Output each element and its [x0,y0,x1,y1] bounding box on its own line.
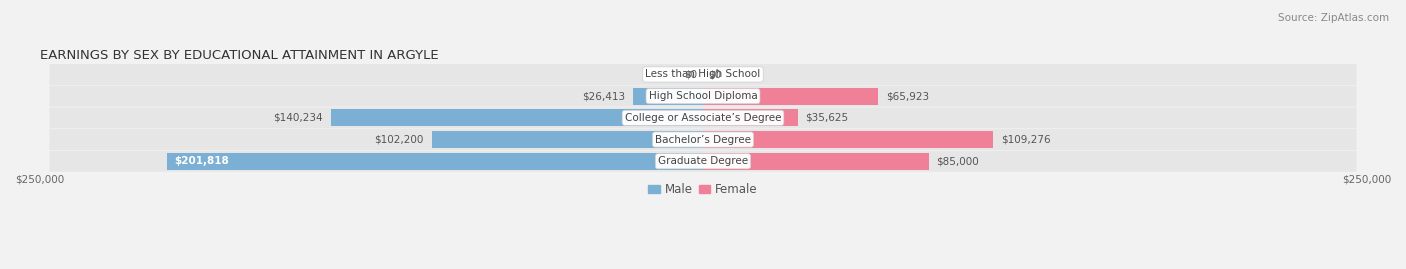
Text: $35,625: $35,625 [806,113,849,123]
Text: Graduate Degree: Graduate Degree [658,156,748,166]
Text: $109,276: $109,276 [1001,134,1050,144]
Text: High School Diploma: High School Diploma [648,91,758,101]
Bar [703,109,797,126]
FancyBboxPatch shape [49,107,1357,128]
FancyBboxPatch shape [49,64,1357,85]
Text: $201,818: $201,818 [174,156,229,166]
Bar [703,153,928,170]
Bar [167,153,703,170]
Text: $85,000: $85,000 [936,156,979,166]
Text: Less than High School: Less than High School [645,69,761,79]
Bar [330,109,703,126]
Text: Source: ZipAtlas.com: Source: ZipAtlas.com [1278,13,1389,23]
FancyBboxPatch shape [49,86,1357,107]
Legend: Male, Female: Male, Female [644,178,762,201]
FancyBboxPatch shape [49,151,1357,172]
Text: $102,200: $102,200 [374,134,423,144]
Text: $0: $0 [709,69,721,79]
Text: College or Associate’s Degree: College or Associate’s Degree [624,113,782,123]
Text: $65,923: $65,923 [886,91,929,101]
Bar [703,131,993,148]
FancyBboxPatch shape [49,129,1357,150]
Text: EARNINGS BY SEX BY EDUCATIONAL ATTAINMENT IN ARGYLE: EARNINGS BY SEX BY EDUCATIONAL ATTAINMEN… [39,49,439,62]
Text: $140,234: $140,234 [273,113,323,123]
Bar [432,131,703,148]
Text: $0: $0 [685,69,697,79]
Bar [633,88,703,105]
Bar [703,88,877,105]
Text: $26,413: $26,413 [582,91,624,101]
Text: Bachelor’s Degree: Bachelor’s Degree [655,134,751,144]
